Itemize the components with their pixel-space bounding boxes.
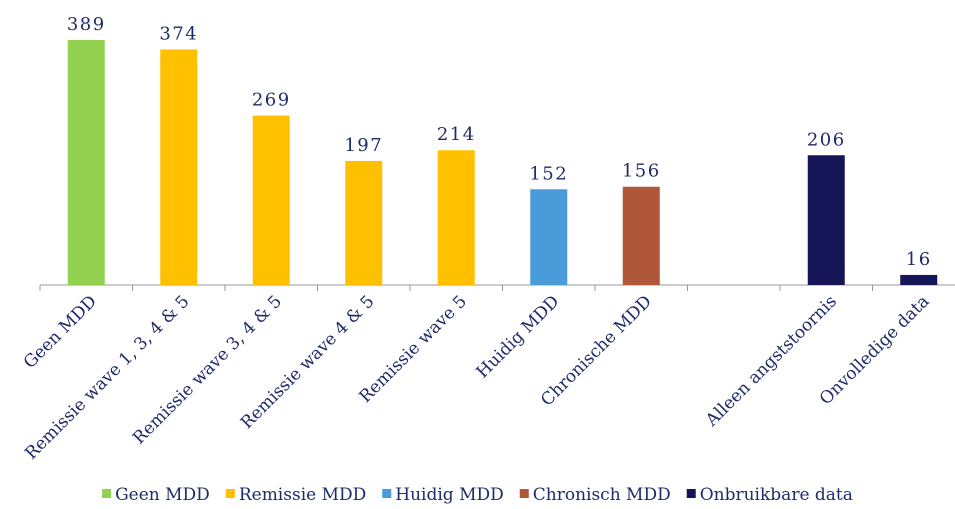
bar xyxy=(67,40,105,285)
legend-swatch xyxy=(225,489,235,498)
legend-label: Chronisch MDD xyxy=(533,485,671,505)
bar xyxy=(530,189,568,285)
data-label: 389 xyxy=(67,14,106,35)
legend-label: Onbruikbare data xyxy=(700,485,853,505)
legend-swatch xyxy=(102,489,112,498)
legend-label: Remissie MDD xyxy=(239,485,366,505)
bar xyxy=(160,49,198,286)
bar xyxy=(622,186,660,285)
x-tick-label: Remissie wave 1, 3, 4 & 5 xyxy=(21,292,193,464)
legend-label: Huidig MDD xyxy=(395,485,503,505)
bar xyxy=(900,274,938,285)
bar xyxy=(345,160,383,285)
x-tick-label: Huidig MDD xyxy=(473,292,564,383)
legend-swatch xyxy=(686,489,696,498)
x-tick-label: Remissie wave 3, 4 & 5 xyxy=(129,292,286,449)
legend-swatch xyxy=(519,489,529,498)
legend: Geen MDD Remissie MDD Huidig MDD Chronisch … xyxy=(102,485,853,505)
data-label: 214 xyxy=(437,124,476,145)
data-label: 206 xyxy=(807,129,846,150)
data-label: 156 xyxy=(622,161,661,182)
data-label: 269 xyxy=(252,90,291,111)
data-label: 152 xyxy=(529,163,568,184)
x-tick-label: Alleen angststoornis xyxy=(701,292,841,432)
bar xyxy=(252,115,290,286)
x-tick-label: Geen MDD xyxy=(20,292,101,373)
legend-label: Geen MDD xyxy=(115,485,210,505)
data-label: 197 xyxy=(344,135,383,156)
bar xyxy=(807,155,845,285)
data-label: 16 xyxy=(906,249,932,270)
data-label: 374 xyxy=(159,23,198,44)
legend-swatch xyxy=(382,489,392,498)
bar xyxy=(437,150,475,285)
